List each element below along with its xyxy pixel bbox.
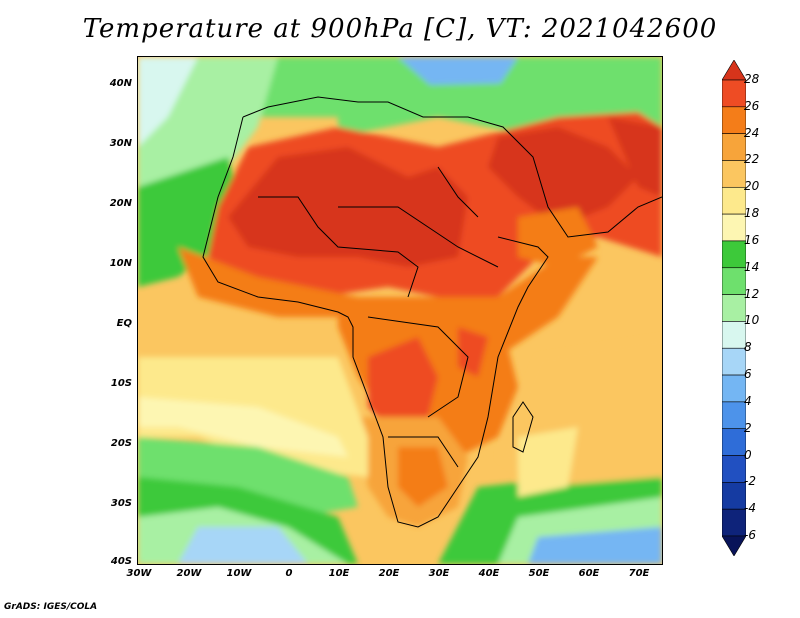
colorbar-label: 26 xyxy=(744,98,760,113)
x-tick-label: 0 xyxy=(285,568,293,579)
colorbar-label: 8 xyxy=(744,340,752,355)
temperature-field xyxy=(138,57,662,564)
border-1 xyxy=(258,196,419,298)
colorbar-label: -4 xyxy=(744,501,756,516)
y-tick-label: 10N xyxy=(109,258,132,269)
colorbar-label: 4 xyxy=(744,393,752,408)
colorbar-swatch xyxy=(722,106,746,134)
x-tick-label: 50E xyxy=(528,568,550,579)
x-tick-label: 30E xyxy=(428,568,450,579)
colorbar-label: 14 xyxy=(744,259,760,274)
colorbar-swatch xyxy=(722,79,746,108)
x-tick-label: 70E xyxy=(628,568,650,579)
y-tick-label: 20N xyxy=(109,198,132,209)
colorbar-label: 6 xyxy=(744,367,752,382)
colorbar-label: 24 xyxy=(744,125,760,140)
colorbar-swatch xyxy=(722,294,746,322)
colorbar-swatch xyxy=(722,535,746,556)
y-tick-label: 30S xyxy=(110,498,132,509)
colorbar-swatch xyxy=(722,455,746,483)
colorbar-swatch xyxy=(722,428,746,456)
colorbar-swatch xyxy=(722,401,746,430)
colorbar-label: 20 xyxy=(744,179,760,194)
x-tick-label: 60E xyxy=(578,568,600,579)
colorbar-swatch xyxy=(722,347,746,376)
colorbar-swatch xyxy=(722,321,746,349)
colorbar-swatch xyxy=(722,133,746,161)
colorbar xyxy=(722,60,746,556)
colorbar-label: 12 xyxy=(744,286,760,301)
chart-title: Temperature at 900hPa [C], VT: 202104260… xyxy=(82,14,718,44)
coast-africa xyxy=(202,116,549,528)
coast-north xyxy=(242,96,662,238)
border-5 xyxy=(437,166,479,218)
colorbar-label: 18 xyxy=(744,206,760,221)
colorbar-swatch xyxy=(722,374,746,403)
colorbar-swatch xyxy=(722,160,746,188)
colorbar-label: 22 xyxy=(744,152,760,167)
y-tick-label: 20S xyxy=(110,438,132,449)
x-tick-label: 40E xyxy=(478,568,500,579)
colorbar-label: 0 xyxy=(744,447,752,462)
y-tick-label: 10S xyxy=(110,378,132,389)
colorbar-label: -6 xyxy=(744,528,756,542)
x-tick-label: 20E xyxy=(378,568,400,579)
y-tick-label: 40N xyxy=(109,78,132,89)
colorbar-label: 10 xyxy=(744,313,760,328)
x-tick-label: 10E xyxy=(328,568,350,579)
x-tick-label: 10W xyxy=(226,568,252,579)
colorbar-label: 2 xyxy=(744,420,752,435)
y-tick-label: 40S xyxy=(110,556,132,567)
border-4 xyxy=(388,436,459,468)
x-tick-label: 30W xyxy=(126,568,152,579)
colorbar-swatch xyxy=(722,60,746,81)
madagascar xyxy=(512,401,534,453)
colorbar-swatch xyxy=(722,186,746,215)
colorbar-label: 16 xyxy=(744,232,760,247)
colorbar-swatch xyxy=(722,508,746,537)
colorbar-swatch xyxy=(722,213,746,242)
credit-text: GrADS: IGES/COLA xyxy=(4,602,98,612)
colorbar-label: 28 xyxy=(744,72,760,86)
border-3 xyxy=(367,316,469,418)
y-tick-label: EQ xyxy=(116,318,132,329)
colorbar-swatch xyxy=(722,240,746,269)
colorbar-swatch xyxy=(722,482,746,510)
x-tick-label: 20W xyxy=(176,568,202,579)
temperature-map xyxy=(137,56,663,565)
colorbar-label: -2 xyxy=(744,474,756,489)
colorbar-swatch xyxy=(722,267,746,295)
y-tick-label: 30N xyxy=(109,138,132,149)
border-2 xyxy=(338,206,499,268)
